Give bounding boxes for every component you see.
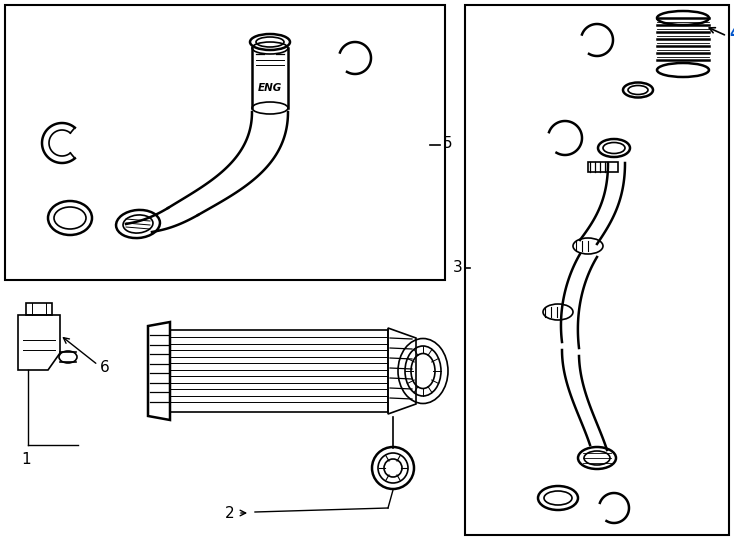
Text: 1: 1 [21,453,31,468]
Text: ENG: ENG [258,83,282,93]
Text: 5: 5 [443,137,453,152]
Text: 2: 2 [225,505,235,521]
Text: 6: 6 [100,361,110,375]
Text: 3: 3 [454,260,463,274]
Text: 4: 4 [729,26,734,42]
